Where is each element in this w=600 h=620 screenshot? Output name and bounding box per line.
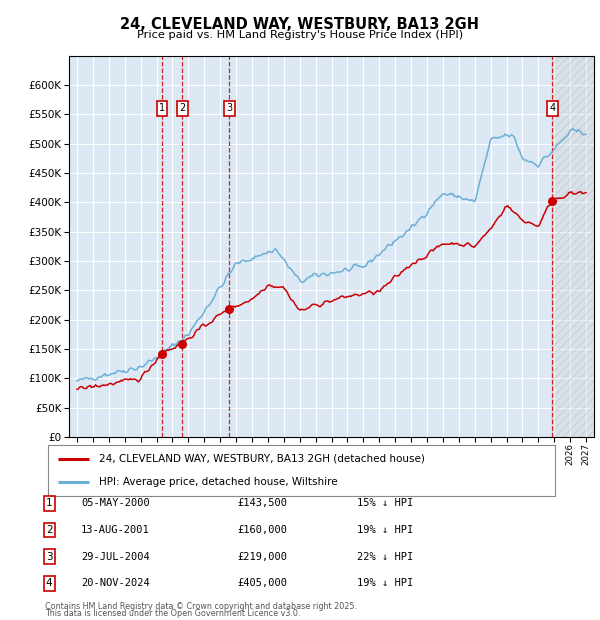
Text: 29-JUL-2004: 29-JUL-2004	[81, 552, 150, 562]
Text: 24, CLEVELAND WAY, WESTBURY, BA13 2GH: 24, CLEVELAND WAY, WESTBURY, BA13 2GH	[121, 17, 479, 32]
Text: 22% ↓ HPI: 22% ↓ HPI	[357, 552, 413, 562]
Text: 2: 2	[179, 104, 185, 113]
Text: 4: 4	[46, 578, 53, 588]
Text: £160,000: £160,000	[237, 525, 287, 535]
Text: 05-MAY-2000: 05-MAY-2000	[81, 498, 150, 508]
Text: 2: 2	[46, 525, 53, 535]
Text: 3: 3	[46, 552, 53, 562]
Text: £219,000: £219,000	[237, 552, 287, 562]
Text: £143,500: £143,500	[237, 498, 287, 508]
Bar	[553, 56, 594, 437]
Text: 4: 4	[550, 104, 556, 113]
Text: 19% ↓ HPI: 19% ↓ HPI	[357, 525, 413, 535]
Text: HPI: Average price, detached house, Wiltshire: HPI: Average price, detached house, Wilt…	[98, 477, 337, 487]
Text: 24, CLEVELAND WAY, WESTBURY, BA13 2GH (detached house): 24, CLEVELAND WAY, WESTBURY, BA13 2GH (d…	[98, 454, 425, 464]
Text: 3: 3	[226, 104, 232, 113]
Text: 19% ↓ HPI: 19% ↓ HPI	[357, 578, 413, 588]
Text: This data is licensed under the Open Government Licence v3.0.: This data is licensed under the Open Gov…	[45, 609, 301, 618]
Text: Price paid vs. HM Land Registry's House Price Index (HPI): Price paid vs. HM Land Registry's House …	[137, 30, 463, 40]
Text: £405,000: £405,000	[237, 578, 287, 588]
Text: 20-NOV-2024: 20-NOV-2024	[81, 578, 150, 588]
Text: 1: 1	[159, 104, 165, 113]
Text: 15% ↓ HPI: 15% ↓ HPI	[357, 498, 413, 508]
Text: Contains HM Land Registry data © Crown copyright and database right 2025.: Contains HM Land Registry data © Crown c…	[45, 602, 357, 611]
Text: 1: 1	[46, 498, 53, 508]
Text: 13-AUG-2001: 13-AUG-2001	[81, 525, 150, 535]
